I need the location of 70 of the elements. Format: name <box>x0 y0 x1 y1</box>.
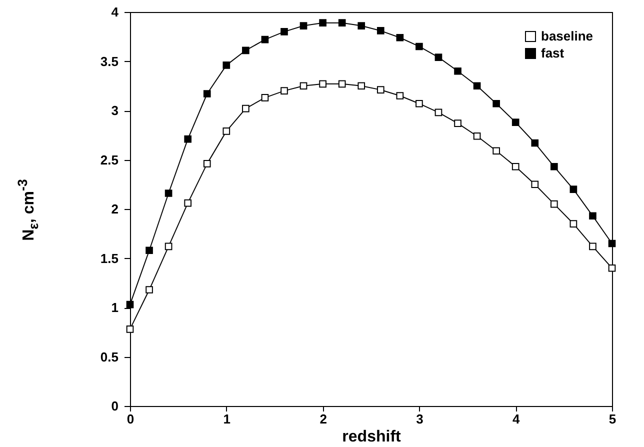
point <box>319 19 326 26</box>
point <box>358 22 366 30</box>
point <box>146 286 153 294</box>
point <box>608 264 616 272</box>
point <box>126 326 134 333</box>
y-tick-label: 2.5 <box>100 152 118 168</box>
point <box>531 180 539 188</box>
x-tick-label: 3 <box>416 412 424 426</box>
point <box>492 100 500 108</box>
point <box>550 162 558 170</box>
point <box>589 212 596 220</box>
point <box>416 42 423 50</box>
x-axis-title: redshift <box>342 428 402 446</box>
point <box>242 104 250 112</box>
point <box>203 160 211 168</box>
x-tick-label: 4 <box>512 412 520 426</box>
y-tick-label: 1.5 <box>100 250 118 266</box>
point <box>570 220 578 228</box>
point <box>222 128 230 135</box>
point <box>300 22 308 30</box>
point <box>512 162 520 170</box>
point <box>589 242 596 250</box>
point <box>512 118 520 126</box>
point <box>184 199 192 207</box>
legend-label: fast <box>541 46 565 60</box>
x-tick-label: 5 <box>608 412 616 426</box>
y-tick-label: 0 <box>111 398 118 414</box>
point <box>434 54 442 61</box>
point <box>473 82 481 90</box>
point <box>492 147 500 155</box>
point <box>164 242 172 250</box>
point <box>376 86 384 94</box>
y-tick-label: 1 <box>111 300 118 315</box>
y-tick-label: 4 <box>111 4 120 20</box>
point <box>434 108 442 116</box>
point <box>338 19 346 26</box>
point <box>261 36 269 44</box>
point <box>396 92 404 100</box>
y-tick-label: 2 <box>111 202 118 216</box>
point <box>126 300 134 308</box>
point <box>319 80 326 88</box>
point <box>608 240 616 248</box>
x-tick-label: 1 <box>223 412 231 426</box>
point <box>280 28 288 36</box>
point <box>416 100 423 108</box>
point <box>146 246 153 254</box>
point <box>396 34 404 42</box>
point <box>164 190 172 197</box>
point <box>338 80 346 88</box>
point <box>261 94 269 102</box>
point <box>473 132 481 140</box>
x-tick-label: 0 <box>126 412 134 426</box>
point <box>550 200 558 208</box>
point <box>570 186 578 193</box>
point <box>280 87 288 94</box>
point <box>184 135 192 143</box>
point <box>242 46 250 54</box>
point <box>454 120 462 127</box>
point <box>454 67 462 75</box>
y-tick-label: 3.5 <box>100 54 118 69</box>
y-tick-label: 0.5 <box>100 349 118 364</box>
point <box>358 82 366 90</box>
point <box>531 139 539 147</box>
legend-label: baseline <box>541 28 594 44</box>
point <box>376 27 384 34</box>
point <box>203 90 211 98</box>
x-tick-label: 2 <box>320 412 327 426</box>
point <box>300 82 308 90</box>
point <box>222 62 230 69</box>
y-tick-label: 3 <box>111 103 118 118</box>
